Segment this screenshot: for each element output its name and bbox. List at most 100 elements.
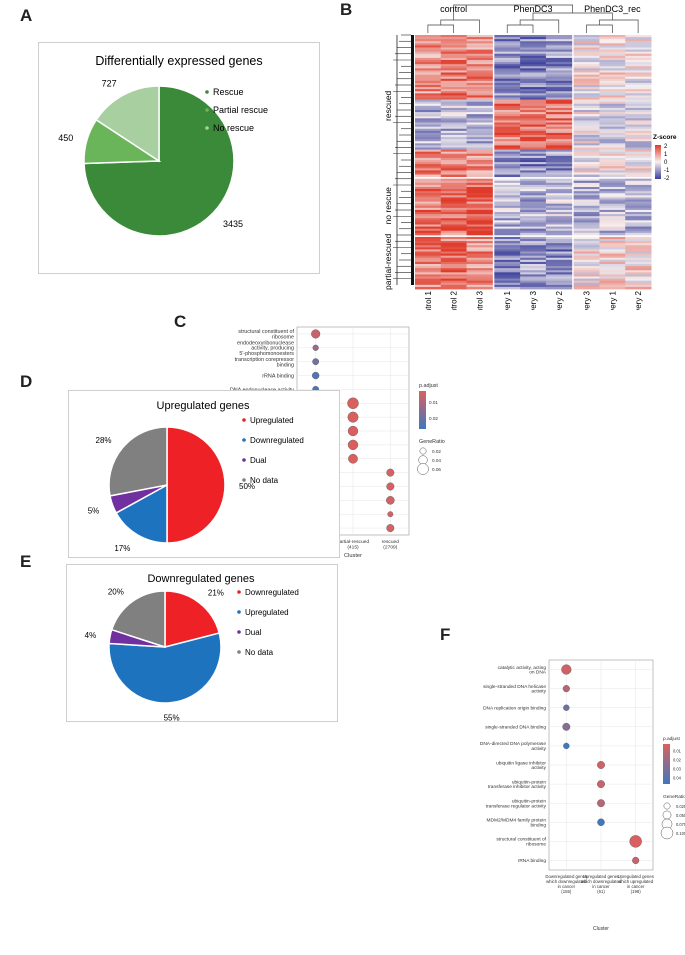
heatmap-cell <box>494 85 521 88</box>
heatmap-cell <box>415 232 442 236</box>
heatmap-cell <box>415 178 442 182</box>
heatmap-cell <box>440 201 468 205</box>
heatmap-cell <box>494 160 521 163</box>
heatmap-cell <box>440 193 468 196</box>
heatmap-cell <box>494 53 521 57</box>
heatmap-cell <box>573 212 600 215</box>
heatmap-cell <box>494 224 521 227</box>
heatmap-cell <box>415 276 442 279</box>
heatmap-cell <box>545 278 573 282</box>
heatmap-cell <box>494 241 521 244</box>
heatmap-cell <box>440 239 468 242</box>
heatmap-cell <box>599 151 626 155</box>
heatmap-cell <box>573 247 600 250</box>
heatmap-cell <box>599 205 626 209</box>
heatmap-cell <box>545 249 573 252</box>
heatmap-cell <box>415 174 442 178</box>
heatmap-cell <box>466 160 493 163</box>
heatmap-cell <box>440 272 468 275</box>
heatmap-cell <box>545 251 573 254</box>
heatmap-cell <box>440 268 468 271</box>
heatmap-cell <box>573 39 600 42</box>
heatmap-cell <box>415 82 442 86</box>
heatmap-cell <box>520 180 547 184</box>
heatmap-cell <box>545 274 573 277</box>
heatmap-group-label: PhenDC3 <box>513 4 552 14</box>
heatmap-cell <box>625 228 652 232</box>
heatmap-cell <box>494 157 521 161</box>
heatmap-cell <box>520 49 547 53</box>
heatmap-cell <box>466 228 493 232</box>
heatmap-cell <box>415 147 442 150</box>
heatmap-cell <box>466 251 493 254</box>
heatmap-cell <box>573 184 600 188</box>
heatmap-cell <box>625 212 652 215</box>
data-point <box>347 397 359 409</box>
heatmap-cell <box>599 241 626 244</box>
heatmap-cell <box>545 180 573 184</box>
term-label: DNA-directed DNA polymerase <box>480 741 546 747</box>
heatmap-cell <box>415 45 442 48</box>
heatmap-cell <box>520 35 547 38</box>
heatmap-cell <box>440 139 468 142</box>
heatmap-cell <box>494 128 521 132</box>
heatmap-cell <box>625 189 652 192</box>
heatmap-cell <box>573 53 600 57</box>
heatmap-cell <box>625 166 652 169</box>
term-label: activity <box>531 746 546 752</box>
heatmap-cell <box>440 153 468 157</box>
heatmap-cell <box>599 236 626 240</box>
heatmap-cell <box>494 74 521 78</box>
heatmap-cell <box>466 205 493 209</box>
heatmap-cell <box>599 57 626 61</box>
heatmap-cell <box>520 155 547 159</box>
panel-label-e: E <box>20 552 32 571</box>
heatmap-cell <box>520 120 547 123</box>
heatmap-cell <box>625 120 652 123</box>
heatmap-cell <box>625 105 652 109</box>
heatmap-cell <box>494 264 521 267</box>
heatmap-cell <box>466 135 493 138</box>
heatmap-cell <box>494 232 521 236</box>
heatmap-cell <box>440 143 468 146</box>
heatmap-cell <box>520 68 547 71</box>
heatmap-cell <box>415 164 442 167</box>
heatmap-cell <box>520 43 547 46</box>
term-label: 5'-phosphomonoesters <box>239 351 294 357</box>
term-label: ubiquitin-protein <box>512 798 546 804</box>
heatmap-cell <box>415 249 442 252</box>
heatmap-cell <box>625 201 652 205</box>
heatmap-cell <box>599 101 626 105</box>
heatmap-cell <box>545 270 573 273</box>
heatmap-cell <box>415 172 442 175</box>
heatmap-cell <box>415 116 442 119</box>
heatmap-cell <box>573 74 600 78</box>
heatmap-cell <box>545 209 573 213</box>
data-point <box>312 358 320 366</box>
heatmap-cell <box>545 135 573 138</box>
heatmap-cell <box>625 170 652 173</box>
heatmap-cell <box>440 45 468 48</box>
heatmap-cell <box>440 172 468 175</box>
heatmap-cell <box>415 120 442 123</box>
heatmap-cell <box>573 93 600 96</box>
heatmap-cell <box>599 268 626 271</box>
heatmap-cell <box>545 101 573 105</box>
heatmap-cell <box>545 189 573 192</box>
heatmap-cell <box>440 103 468 107</box>
heatmap-cell <box>599 64 626 67</box>
heatmap-cell <box>520 264 547 267</box>
heatmap-cell <box>625 47 652 50</box>
panel-e-frame: Downregulated genes 21% 55% 4% 20% Downregula… <box>66 564 338 723</box>
heatmap-cell <box>520 57 547 61</box>
heatmap-cell <box>440 164 468 167</box>
data-point <box>563 704 570 711</box>
heatmap-cell <box>625 257 652 261</box>
heatmap-cell <box>440 212 468 215</box>
heatmap-cell <box>625 241 652 244</box>
pie-chart-a: Differentially expressed genes 3435 450 727… <box>58 54 268 237</box>
pie-slice-4 <box>110 590 166 649</box>
heatmap-cell <box>415 89 442 92</box>
heatmap-cell <box>466 60 493 63</box>
heatmap-cell <box>545 147 573 150</box>
